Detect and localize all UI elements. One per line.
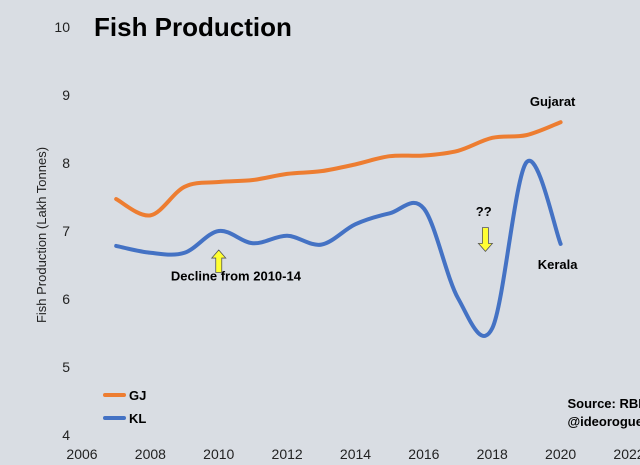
y-axis-label: Fish Production (Lakh Tonnes) xyxy=(34,147,49,323)
y-tick-label: 4 xyxy=(62,427,70,443)
y-tick-label: 10 xyxy=(54,19,70,35)
x-tick-label: 2008 xyxy=(135,446,166,462)
annotation-text: @ideorogue xyxy=(567,414,640,429)
x-tick-label: 2022 xyxy=(613,446,640,462)
annotation-arrow-down xyxy=(477,227,494,253)
series-end-label: Kerala xyxy=(538,257,579,272)
legend-label: GJ xyxy=(129,388,146,403)
series-lines xyxy=(114,120,563,338)
x-tick-label: 2012 xyxy=(272,446,303,462)
annotation-text: Source: RBI xyxy=(567,396,640,411)
annotation-text: Decline from 2010-14 xyxy=(171,269,302,284)
chart-title: Fish Production xyxy=(94,12,292,42)
y-tick-label: 9 xyxy=(62,87,70,103)
axis-ticks: 2006 2008 2010 2012 2014 2016 2018 2020 2022 4 5 6 7… xyxy=(54,19,640,462)
x-tick-label: 2016 xyxy=(408,446,439,462)
y-tick-label: 8 xyxy=(62,155,70,171)
series-line-kl xyxy=(114,158,563,338)
x-tick-label: 2010 xyxy=(203,446,234,462)
y-tick-label: 5 xyxy=(62,359,70,375)
annotation-arrow-up xyxy=(210,249,227,273)
x-tick-label: 2014 xyxy=(340,446,371,462)
annotation-text: ?? xyxy=(476,204,492,219)
legend-label: KL xyxy=(129,411,146,426)
x-tick-label: 2006 xyxy=(66,446,97,462)
series-line-gj xyxy=(114,120,563,218)
x-tick-label: 2020 xyxy=(545,446,576,462)
legend: GJ KL xyxy=(103,388,146,426)
series-end-label: Gujarat xyxy=(530,94,576,109)
y-tick-label: 7 xyxy=(62,223,70,239)
annotations: Gujarat Kerala Decline from 2010-14?? Sourc… xyxy=(171,94,640,429)
x-tick-label: 2018 xyxy=(477,446,508,462)
y-tick-label: 6 xyxy=(62,291,70,307)
